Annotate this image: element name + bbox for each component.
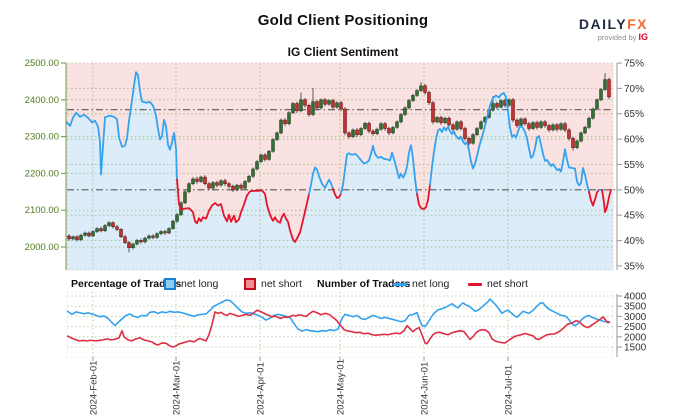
count-tick-label: 3500 <box>624 302 647 313</box>
date-tick-label: 2024-Apr-01 <box>256 362 267 415</box>
traders-net-long-line <box>66 298 611 333</box>
price-tick-label: 2000.00 <box>25 242 59 253</box>
price-tick-label: 2300.00 <box>25 132 59 143</box>
price-axis: 2500.00 2400.00 2300.00 2200.00 2100.00 2000.… <box>25 58 67 270</box>
price-candlesticks <box>67 73 611 253</box>
price-tick-label: 2400.00 <box>25 95 59 106</box>
chart-subtitle: IG Client Sentiment <box>287 45 399 59</box>
price-tick-label: 2200.00 <box>25 168 59 179</box>
legend-num-net-long: net long <box>393 277 449 291</box>
traders-net-short-line <box>66 309 611 348</box>
net-short-line-icon <box>468 282 482 286</box>
ig-logo: IG <box>638 31 648 42</box>
percent-tick-label: 65% <box>624 109 644 120</box>
date-tick-label: 2024-May-01 <box>336 359 347 415</box>
dailyfx-wordmark: DAILYFX <box>578 16 648 32</box>
net-short-swatch-icon <box>244 278 256 290</box>
percent-tick-label: 45% <box>624 211 644 222</box>
sentiment-background <box>67 63 613 270</box>
main-plot-border <box>66 62 614 271</box>
count-tick-label: 2500 <box>624 322 647 333</box>
current-value-lines <box>67 109 617 191</box>
count-tick-label: 3000 <box>624 312 647 323</box>
provided-by-ig: provided by IG <box>597 31 648 42</box>
legend-pct-net-long: net long <box>164 277 218 291</box>
count-tick-label: 4000 <box>624 291 647 302</box>
legend-pct-net-short: net short <box>244 277 302 291</box>
percent-tick-label: 40% <box>624 236 644 247</box>
date-tick-label: 2024-Jul-01 <box>504 365 515 415</box>
percent-axis: 75% 70% 65% 60% 55% 50% 45% 40% 35% <box>616 59 644 272</box>
date-tick-label: 2024-Mar-01 <box>172 361 183 415</box>
price-tick-label: 2100.00 <box>25 205 59 216</box>
percent-tick-label: 60% <box>624 135 644 146</box>
count-tick-label: 1500 <box>624 343 647 354</box>
percent-tick-label: 70% <box>624 84 644 95</box>
net-long-line-icon <box>393 282 407 286</box>
dailyfx-logo: DAILYFX provided by IG <box>579 17 648 42</box>
legend-percentage-of-traders: Percentage of Traders <box>71 278 182 290</box>
percent-tick-label: 50% <box>624 185 644 196</box>
net-long-swatch-icon <box>164 278 176 290</box>
page-title: Gold Client Positioning <box>257 12 429 29</box>
legend-num-net-short: net short <box>468 277 528 291</box>
sentiment-percentage-line <box>66 71 612 243</box>
percent-tick-label: 35% <box>624 261 644 272</box>
percent-tick-label: 75% <box>624 59 644 70</box>
count-tick-label: 2000 <box>624 332 647 343</box>
percent-tick-label: 55% <box>624 160 644 171</box>
date-tick-label: 2024-Jun-01 <box>420 362 431 415</box>
date-axis: 2024-Feb-01 2024-Mar-01 2024-Apr-01 2024-Ma… <box>89 357 515 415</box>
main-gridlines <box>67 63 613 270</box>
price-tick-label: 2500.00 <box>25 58 59 69</box>
legend-number-of-traders: Number of Traders <box>317 278 411 290</box>
date-tick-label: 2024-Feb-01 <box>89 361 100 415</box>
